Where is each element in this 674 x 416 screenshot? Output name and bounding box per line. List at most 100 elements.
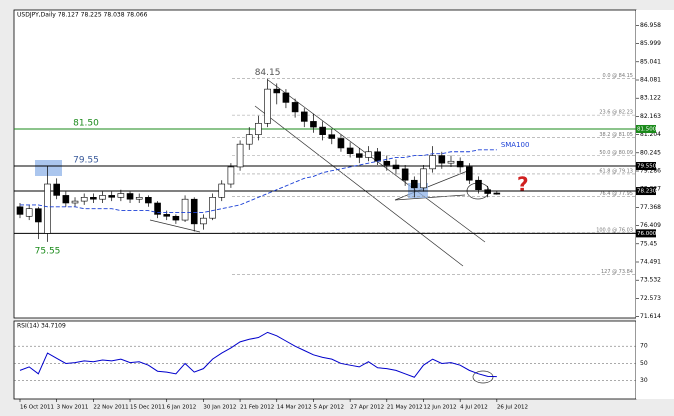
y-tick-label: 74.491 xyxy=(640,258,661,265)
candle-body xyxy=(99,195,106,200)
trend-line xyxy=(394,194,466,201)
candle-body xyxy=(484,189,491,194)
candle-body xyxy=(126,193,134,200)
fibo-label: 127 @ 73.84 xyxy=(601,269,633,275)
candle-body xyxy=(300,111,308,122)
x-tick-label: 14 Mar 2012 xyxy=(277,405,312,411)
candle-body xyxy=(383,160,391,166)
y-tick-label: 80.245 xyxy=(640,149,661,156)
candle-body xyxy=(328,134,336,139)
candle-body xyxy=(447,160,455,164)
y-tick-label: 71.614 xyxy=(640,313,661,320)
x-tick-label: 26 Jul 2012 xyxy=(497,405,528,411)
candle-body xyxy=(282,92,290,103)
highlight-box xyxy=(35,160,62,176)
candle-body xyxy=(71,200,79,204)
x-tick-label: 21 May 2012 xyxy=(387,405,423,411)
candle-body xyxy=(438,155,446,164)
annotation: 75.55 xyxy=(35,246,61,256)
candle-body xyxy=(117,193,125,198)
candle-body xyxy=(227,166,235,185)
annotation: 84.15 xyxy=(255,68,281,78)
y-tick-label: 81.204 xyxy=(640,131,661,138)
fibo-label: 23.6 @ 82.23 xyxy=(599,110,633,116)
candle-body xyxy=(493,192,501,195)
candle-body xyxy=(273,88,281,94)
y-tick-label: 50 xyxy=(640,360,648,367)
x-tick-label: 22 Nov 2011 xyxy=(93,405,128,411)
price-box-label: 81.500 xyxy=(637,126,657,132)
candle-body xyxy=(374,151,381,162)
candle-body xyxy=(319,126,326,135)
price-panel xyxy=(13,9,637,319)
candle-body xyxy=(429,155,436,170)
candle-body xyxy=(53,183,60,196)
level-label: 79.55 xyxy=(73,155,99,165)
fibo-label: 76.4 @ 77.95 xyxy=(599,191,633,197)
candle-body xyxy=(218,183,226,198)
x-tick-label: 15 Dec 2011 xyxy=(130,405,165,411)
candle-body xyxy=(163,214,171,217)
candle-body xyxy=(236,143,244,168)
price-box xyxy=(636,187,656,196)
candle-body xyxy=(135,197,143,200)
x-tick-label: 3 Nov 2011 xyxy=(57,405,89,411)
y-tick-label: 77.368 xyxy=(640,204,661,211)
y-tick-label: 82.163 xyxy=(640,113,661,120)
y-tick-label: 85.041 xyxy=(640,58,661,65)
candle-body xyxy=(90,197,97,200)
axis-panel xyxy=(636,10,674,399)
fibo-label: 50.0 @ 80.09 xyxy=(599,150,633,156)
price-box-label: 78.230 xyxy=(637,189,657,195)
y-tick-label: 84.081 xyxy=(640,77,661,84)
chart-title: USDJPY,Daily 78.127 78.225 78.038 78.066 xyxy=(17,12,148,19)
fibo-label: 0.0 @ 84.15 xyxy=(603,73,633,79)
candle-body xyxy=(25,208,33,217)
y-tick-label: 83.122 xyxy=(640,95,661,102)
price-box-label: 76.000 xyxy=(637,231,657,237)
question-mark: ? xyxy=(517,173,529,197)
y-tick-label: 85.999 xyxy=(640,40,661,47)
candle-body xyxy=(181,198,189,221)
candle-body xyxy=(145,197,152,204)
candle-body xyxy=(337,138,345,149)
candle-body xyxy=(255,122,262,135)
y-tick-label: 86.958 xyxy=(640,22,661,29)
candle-body xyxy=(264,88,271,124)
candle-body xyxy=(401,168,409,181)
candle-body xyxy=(411,179,418,189)
candle-body xyxy=(420,168,427,189)
fibo-label: 100.0 @ 76.03 xyxy=(596,227,633,233)
candle-body xyxy=(172,215,180,221)
y-tick-label: 73.532 xyxy=(640,277,661,284)
channel-line xyxy=(254,105,464,267)
drawings xyxy=(149,79,494,384)
candle-body xyxy=(200,217,207,225)
level-label: 81.50 xyxy=(73,118,99,128)
candle-body xyxy=(154,202,161,215)
price-box-label: 79.550 xyxy=(637,163,657,169)
trend-line xyxy=(394,169,471,201)
price-box xyxy=(636,161,656,170)
candle-body xyxy=(44,183,51,234)
fibo-label: 61.8 @ 79.13 xyxy=(599,168,633,174)
x-tick-label: 6 Jan 2012 xyxy=(167,405,196,411)
candle-body xyxy=(291,102,299,113)
rsi-line xyxy=(19,331,497,378)
candle-body xyxy=(190,198,198,225)
y-tick-label: 76.409 xyxy=(640,222,661,229)
candle-body xyxy=(392,164,400,170)
candle-body xyxy=(456,160,464,168)
candle-body xyxy=(209,197,216,219)
x-tick-label: 4 Jul 2012 xyxy=(460,405,488,411)
candle-body xyxy=(475,179,482,191)
price-box xyxy=(636,229,656,238)
sma-label: SMA100 xyxy=(501,141,530,149)
candle-body xyxy=(245,134,253,145)
price-box xyxy=(636,124,656,133)
y-tick-label: 72.573 xyxy=(640,295,661,302)
candle-body xyxy=(466,166,473,181)
candle-body xyxy=(35,208,42,223)
candle-body xyxy=(62,195,70,204)
x-tick-label: 16 Oct 2011 xyxy=(20,405,54,411)
